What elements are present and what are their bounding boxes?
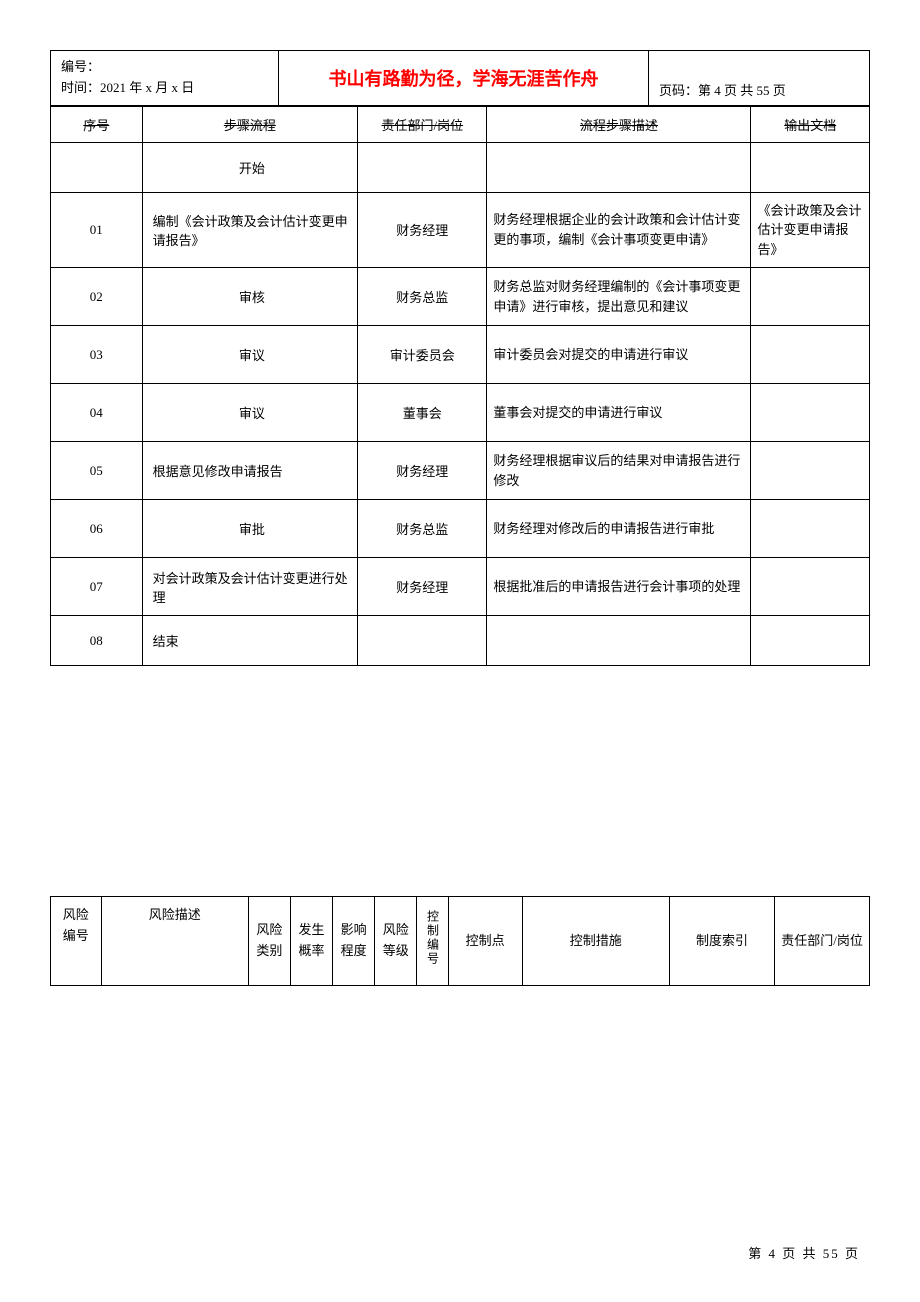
cell-doc bbox=[751, 442, 870, 500]
cell-seq: 02 bbox=[51, 268, 143, 326]
cell-desc bbox=[487, 616, 751, 666]
page-footer: 第 4 页 共 55 页 bbox=[748, 1243, 860, 1262]
cell-doc bbox=[751, 142, 870, 192]
table-row: 04 审议 董事会 董事会对提交的申请进行审议 bbox=[51, 384, 870, 442]
col-step: 步骤流程 bbox=[142, 106, 358, 142]
table-row: 01 编制《会计政策及会计估计变更申请报告》 财务经理 财务经理根据企业的会计政… bbox=[51, 192, 870, 268]
doc-number-label: 编号： bbox=[61, 57, 268, 78]
cell-desc bbox=[487, 142, 751, 192]
cell-doc: 《会计政策及会计估计变更申请报告》 bbox=[751, 192, 870, 268]
header-left: 编号： 时间：2021 年 x 月 x 日 bbox=[51, 51, 279, 105]
cell-step: 对会计政策及会计估计变更进行处理 bbox=[142, 558, 358, 616]
cell-doc bbox=[751, 616, 870, 666]
cell-step: 编制《会计政策及会计估计变更申请报告》 bbox=[142, 192, 358, 268]
cell-seq: 06 bbox=[51, 500, 143, 558]
cell-seq: 08 bbox=[51, 616, 143, 666]
cell-step: 审批 bbox=[142, 500, 358, 558]
col-ctrl-no: 控制编号 bbox=[417, 897, 449, 986]
col-resp-dept: 责任部门/岗位 bbox=[775, 897, 870, 986]
cell-desc: 财务总监对财务经理编制的《会计事项变更申请》进行审核，提出意见和建议 bbox=[487, 268, 751, 326]
cell-dept: 财务经理 bbox=[358, 558, 487, 616]
col-occur-rate: 发生 概率 bbox=[290, 897, 332, 986]
risk-table: 风险 编号 风险描述 风险 类别 发生 概率 影响 程度 风险 等级 控制编号 … bbox=[50, 896, 870, 986]
cell-desc: 财务经理对修改后的申请报告进行审批 bbox=[487, 500, 751, 558]
cell-dept: 财务总监 bbox=[358, 268, 487, 326]
cell-step: 开始 bbox=[142, 142, 358, 192]
cell-seq bbox=[51, 142, 143, 192]
col-risk-no: 风险 编号 bbox=[51, 897, 102, 986]
cell-dept bbox=[358, 616, 487, 666]
col-risk-level: 风险 等级 bbox=[375, 897, 417, 986]
col-doc: 输出文档 bbox=[751, 106, 870, 142]
table-row: 07 对会计政策及会计估计变更进行处理 财务经理 根据批准后的申请报告进行会计事… bbox=[51, 558, 870, 616]
cell-doc bbox=[751, 558, 870, 616]
cell-desc: 财务经理根据企业的会计政策和会计估计变更的事项，编制《会计事项变更申请》 bbox=[487, 192, 751, 268]
doc-time-label: 时间：2021 年 x 月 x 日 bbox=[61, 78, 268, 99]
cell-desc: 董事会对提交的申请进行审议 bbox=[487, 384, 751, 442]
cell-doc bbox=[751, 500, 870, 558]
col-system-ref: 制度索引 bbox=[669, 897, 774, 986]
table-row: 05 根据意见修改申请报告 财务经理 财务经理根据审议后的结果对申请报告进行修改 bbox=[51, 442, 870, 500]
cell-seq: 03 bbox=[51, 326, 143, 384]
cell-seq: 05 bbox=[51, 442, 143, 500]
table-row: 06 审批 财务总监 财务经理对修改后的申请报告进行审批 bbox=[51, 500, 870, 558]
col-risk-desc: 风险描述 bbox=[101, 897, 248, 986]
cell-dept: 审计委员会 bbox=[358, 326, 487, 384]
col-risk-cat: 风险 类别 bbox=[248, 897, 290, 986]
table-row: 08 结束 bbox=[51, 616, 870, 666]
table-row: 开始 bbox=[51, 142, 870, 192]
col-dept: 责任部门/岗位 bbox=[358, 106, 487, 142]
cell-seq: 01 bbox=[51, 192, 143, 268]
cell-doc bbox=[751, 326, 870, 384]
cell-step: 根据意见修改申请报告 bbox=[142, 442, 358, 500]
header-motto: 书山有路勤为径，学海无涯苦作舟 bbox=[279, 51, 649, 105]
cell-doc bbox=[751, 384, 870, 442]
cell-step: 审核 bbox=[142, 268, 358, 326]
cell-dept: 董事会 bbox=[358, 384, 487, 442]
cell-dept bbox=[358, 142, 487, 192]
cell-desc: 根据批准后的申请报告进行会计事项的处理 bbox=[487, 558, 751, 616]
table-row: 03 审议 审计委员会 审计委员会对提交的申请进行审议 bbox=[51, 326, 870, 384]
col-desc: 流程步骤描述 bbox=[487, 106, 751, 142]
col-ctrl-point: 控制点 bbox=[448, 897, 522, 986]
table-row: 02 审核 财务总监 财务总监对财务经理编制的《会计事项变更申请》进行审核，提出… bbox=[51, 268, 870, 326]
cell-desc: 财务经理根据审议后的结果对申请报告进行修改 bbox=[487, 442, 751, 500]
cell-dept: 财务经理 bbox=[358, 192, 487, 268]
cell-desc: 审计委员会对提交的申请进行审议 bbox=[487, 326, 751, 384]
document-header: 编号： 时间：2021 年 x 月 x 日 书山有路勤为径，学海无涯苦作舟 页码… bbox=[50, 50, 870, 106]
cell-doc bbox=[751, 268, 870, 326]
process-table: 序号 步骤流程 责任部门/岗位 流程步骤描述 输出文档 开始 01 编制《会计政… bbox=[50, 106, 870, 667]
col-seq: 序号 bbox=[51, 106, 143, 142]
cell-seq: 07 bbox=[51, 558, 143, 616]
cell-dept: 财务经理 bbox=[358, 442, 487, 500]
header-page: 页码：第 4 页 共 55 页 bbox=[649, 51, 869, 105]
cell-dept: 财务总监 bbox=[358, 500, 487, 558]
cell-step: 审议 bbox=[142, 384, 358, 442]
cell-step: 审议 bbox=[142, 326, 358, 384]
col-ctrl-measure: 控制措施 bbox=[522, 897, 669, 986]
cell-seq: 04 bbox=[51, 384, 143, 442]
cell-step: 结束 bbox=[142, 616, 358, 666]
risk-table-section: 风险 编号 风险描述 风险 类别 发生 概率 影响 程度 风险 等级 控制编号 … bbox=[50, 896, 870, 986]
process-table-body: 开始 01 编制《会计政策及会计估计变更申请报告》 财务经理 财务经理根据企业的… bbox=[51, 142, 870, 666]
col-impact: 影响 程度 bbox=[333, 897, 375, 986]
